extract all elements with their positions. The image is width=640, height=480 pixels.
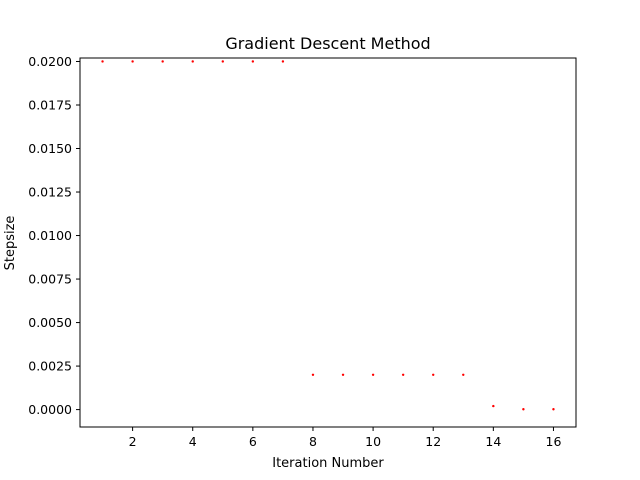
x-tick-label: 10: [365, 434, 381, 449]
x-tick-label: 12: [425, 434, 441, 449]
data-point: [492, 404, 495, 408]
x-tick-label: 16: [546, 434, 562, 449]
y-tick-label: 0.0100: [28, 228, 72, 243]
data-point: [191, 60, 194, 63]
y-tick-label: 0.0000: [28, 402, 72, 417]
data-point: [251, 60, 255, 63]
y-tick-label: 0.0125: [28, 185, 72, 200]
x-axis-ticks: 2 4 6 8 10 12 14 16: [129, 427, 562, 449]
data-points: [101, 60, 555, 411]
plot-frame: [79, 57, 577, 428]
data-point: [311, 373, 315, 376]
y-tick-label: 0.0150: [28, 141, 72, 156]
data-point: [131, 60, 134, 63]
y-tick-label: 0.0075: [28, 272, 72, 287]
y-tick-label: 0.0175: [28, 97, 72, 112]
data-point: [221, 60, 224, 63]
x-tick-label: 2: [129, 434, 137, 449]
x-tick-label: 6: [249, 434, 257, 449]
chart-title: Gradient Descent Method: [225, 34, 430, 53]
y-tick-label: 0.0025: [28, 359, 72, 374]
data-point: [161, 60, 164, 63]
data-point: [462, 373, 465, 376]
x-tick-label: 14: [485, 434, 501, 449]
y-tick-label: 0.0050: [28, 315, 72, 330]
data-point: [341, 373, 345, 376]
y-axis-ticks: 0.0000 0.0025 0.0050 0.0075 0.0100 0.0125 0.01…: [28, 54, 80, 417]
data-point: [432, 373, 435, 376]
data-point: [552, 408, 555, 411]
data-point: [522, 408, 525, 411]
x-axis-label: Iteration Number: [272, 456, 384, 471]
data-point: [101, 60, 104, 63]
y-axis-label: Stepsize: [3, 216, 18, 271]
y-tick-label: 0.0200: [28, 54, 72, 69]
data-point: [371, 373, 375, 376]
data-point: [401, 373, 405, 376]
x-tick-label: 8: [309, 434, 317, 449]
x-tick-label: 4: [189, 434, 197, 449]
data-point: [281, 60, 285, 63]
